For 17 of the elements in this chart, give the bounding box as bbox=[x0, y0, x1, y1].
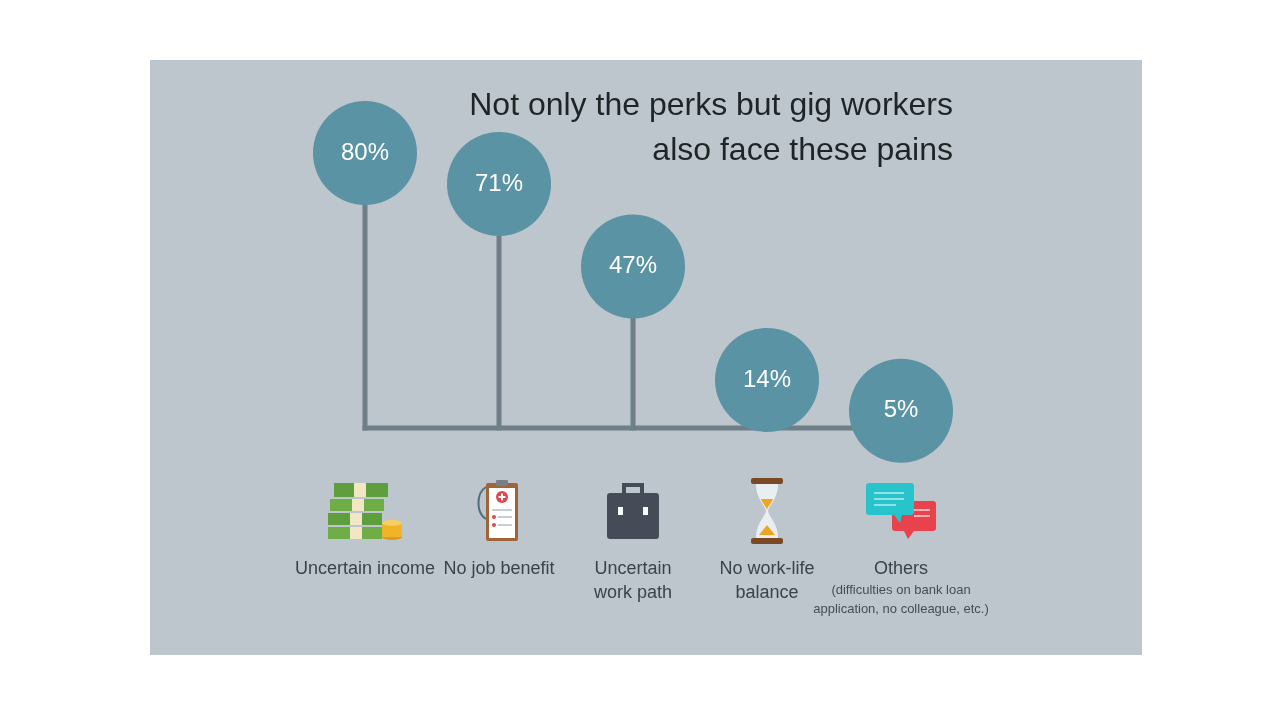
point bbox=[447, 131, 551, 236]
data-label: 71% bbox=[474, 168, 524, 196]
data-label: 80% bbox=[340, 137, 390, 165]
data-label: 5% bbox=[883, 395, 919, 423]
text: (difficulties on bank loan application, no colleague, etc.) bbox=[812, 581, 990, 618]
x-tick-label: No work-life balance bbox=[719, 558, 815, 602]
x-tick-label: No job benefit bbox=[443, 558, 555, 578]
data-label: 47% bbox=[608, 251, 658, 279]
chart-title: Not only the perks but gig workers also face these pains bbox=[469, 86, 953, 167]
x-tick-label: Uncertain income bbox=[294, 558, 436, 578]
point bbox=[581, 214, 685, 319]
x-tick-label: Others bbox=[873, 558, 929, 578]
data-label: 14% bbox=[742, 364, 792, 392]
point bbox=[849, 358, 953, 463]
point bbox=[313, 101, 417, 205]
x-tick-label: Uncertain work path bbox=[593, 558, 673, 602]
point bbox=[715, 327, 819, 432]
